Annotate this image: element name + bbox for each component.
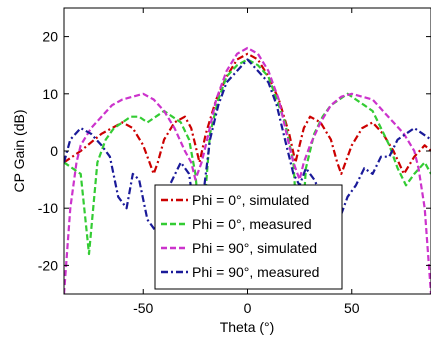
series-line-3 — [64, 46, 431, 294]
y-tick-label: 0 — [50, 143, 58, 159]
y-tick-label: -10 — [38, 200, 58, 216]
series-line-2 — [64, 58, 431, 267]
x-axis-label: Theta (°) — [220, 319, 275, 335]
x-tick-label: 0 — [244, 300, 252, 316]
y-tick-label: 20 — [42, 29, 58, 45]
x-tick-label: 50 — [344, 300, 360, 316]
y-axis-label: CP Gain (dB) — [11, 110, 27, 193]
tick-layer: -50 0 50 -20 -10 0 10 20 — [38, 8, 431, 316]
x-tick-label: -50 — [133, 300, 153, 316]
series-line-1 — [64, 52, 431, 175]
series-layer — [64, 46, 431, 294]
legend-label-4: Phi = 90°, measured — [192, 264, 319, 280]
series-line-4 — [64, 58, 431, 233]
legend-label-2: Phi = 0°, measured — [192, 216, 312, 232]
legend: Phi = 0°, simulated Phi = 0°, measured Phi… — [154, 184, 343, 290]
y-tick-label: -20 — [38, 257, 58, 273]
y-tick-label: 10 — [42, 86, 58, 102]
legend-label-1: Phi = 0°, simulated — [192, 192, 309, 208]
legend-label-3: Phi = 90°, simulated — [192, 240, 317, 256]
